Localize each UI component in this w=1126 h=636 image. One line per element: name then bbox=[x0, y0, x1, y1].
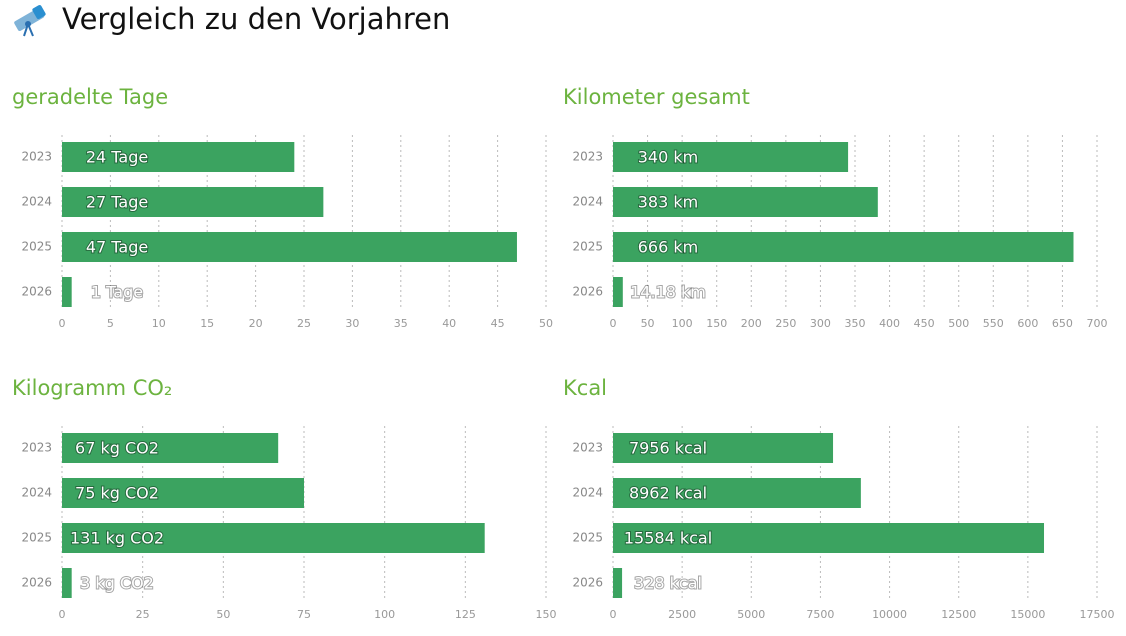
x-tick-label: 17500 bbox=[1080, 608, 1115, 621]
x-tick-label: 400 bbox=[879, 317, 900, 330]
x-tick-label: 35 bbox=[394, 317, 408, 330]
value-label: 383 km bbox=[638, 193, 698, 212]
value-label: 47 Tage bbox=[86, 238, 148, 257]
bar bbox=[613, 142, 849, 172]
bar bbox=[62, 277, 72, 307]
bar bbox=[62, 433, 279, 463]
x-tick-label: 200 bbox=[741, 317, 762, 330]
x-tick-label: 15000 bbox=[1010, 608, 1045, 621]
x-tick-label: 350 bbox=[845, 317, 866, 330]
bar bbox=[613, 277, 623, 307]
x-tick-label: 150 bbox=[706, 317, 727, 330]
x-tick-label: 550 bbox=[983, 317, 1004, 330]
chart-title: Kilometer gesamt bbox=[563, 85, 750, 109]
value-label: 7956 kcal bbox=[629, 439, 707, 458]
x-tick-label: 600 bbox=[1017, 317, 1038, 330]
y-tick-label: 2026 bbox=[572, 576, 603, 590]
y-tick-label: 2025 bbox=[572, 240, 603, 254]
bar bbox=[613, 568, 623, 598]
x-tick-label: 100 bbox=[672, 317, 693, 330]
value-label: 67 kg CO2 bbox=[75, 439, 159, 458]
x-tick-label: 7500 bbox=[806, 608, 834, 621]
bar bbox=[613, 433, 834, 463]
x-tick-label: 250 bbox=[775, 317, 796, 330]
x-tick-label: 25 bbox=[136, 608, 150, 621]
x-tick-label: 5 bbox=[107, 317, 114, 330]
y-tick-label: 2024 bbox=[572, 195, 603, 209]
bar bbox=[613, 232, 1074, 262]
bar bbox=[62, 232, 517, 262]
value-label: 3 kg CO2 bbox=[80, 574, 154, 593]
x-tick-label: 300 bbox=[810, 317, 831, 330]
y-tick-label: 2025 bbox=[21, 240, 52, 254]
x-tick-label: 0 bbox=[59, 317, 66, 330]
x-tick-label: 75 bbox=[297, 608, 311, 621]
bar bbox=[62, 187, 324, 217]
value-label: 75 kg CO2 bbox=[75, 484, 159, 503]
y-tick-label: 2024 bbox=[21, 486, 52, 500]
x-tick-label: 12500 bbox=[941, 608, 976, 621]
value-label: 340 km bbox=[638, 148, 698, 167]
value-label: 24 Tage bbox=[86, 148, 148, 167]
x-tick-label: 50 bbox=[641, 317, 655, 330]
x-tick-label: 40 bbox=[442, 317, 456, 330]
x-tick-label: 150 bbox=[536, 608, 557, 621]
x-tick-label: 450 bbox=[914, 317, 935, 330]
y-tick-label: 2026 bbox=[572, 285, 603, 299]
y-tick-label: 2026 bbox=[21, 285, 52, 299]
x-tick-label: 5000 bbox=[737, 608, 765, 621]
x-tick-label: 20 bbox=[249, 317, 263, 330]
x-tick-label: 125 bbox=[455, 608, 476, 621]
chart-title: Kcal bbox=[563, 376, 607, 400]
x-tick-label: 0 bbox=[610, 317, 617, 330]
y-tick-label: 2023 bbox=[21, 150, 52, 164]
bar bbox=[62, 142, 295, 172]
value-label: 131 kg CO2 bbox=[70, 529, 164, 548]
x-tick-label: 30 bbox=[345, 317, 359, 330]
x-tick-label: 700 bbox=[1087, 317, 1108, 330]
x-tick-label: 2500 bbox=[668, 608, 696, 621]
value-label: 27 Tage bbox=[86, 193, 148, 212]
y-tick-label: 2024 bbox=[572, 486, 603, 500]
value-label: 666 km bbox=[638, 238, 698, 257]
x-tick-label: 0 bbox=[610, 608, 617, 621]
bar bbox=[62, 568, 72, 598]
bar bbox=[613, 478, 861, 508]
bar bbox=[62, 478, 304, 508]
value-label: 328 kcal bbox=[634, 574, 702, 593]
y-tick-label: 2026 bbox=[21, 576, 52, 590]
page-title: Vergleich zu den Vorjahren bbox=[62, 2, 450, 36]
x-tick-label: 100 bbox=[374, 608, 395, 621]
bar bbox=[62, 523, 485, 553]
x-tick-label: 650 bbox=[1052, 317, 1073, 330]
x-tick-label: 10000 bbox=[872, 608, 907, 621]
value-label: 14.18 km bbox=[630, 283, 706, 302]
value-label: 8962 kcal bbox=[629, 484, 707, 503]
x-tick-label: 0 bbox=[59, 608, 66, 621]
y-tick-label: 2025 bbox=[572, 531, 603, 545]
y-tick-label: 2023 bbox=[572, 441, 603, 455]
x-tick-label: 50 bbox=[539, 317, 553, 330]
x-tick-label: 50 bbox=[216, 608, 230, 621]
x-tick-label: 25 bbox=[297, 317, 311, 330]
value-label: 1 Tage bbox=[91, 283, 143, 302]
y-tick-label: 2023 bbox=[572, 150, 603, 164]
y-tick-label: 2023 bbox=[21, 441, 52, 455]
chart-title: geradelte Tage bbox=[12, 85, 168, 109]
x-tick-label: 10 bbox=[152, 317, 166, 330]
x-tick-label: 45 bbox=[491, 317, 505, 330]
y-tick-label: 2025 bbox=[21, 531, 52, 545]
bar bbox=[613, 187, 878, 217]
bar bbox=[613, 523, 1045, 553]
x-tick-label: 500 bbox=[948, 317, 969, 330]
telescope-icon bbox=[14, 5, 46, 37]
value-label: 15584 kcal bbox=[624, 529, 712, 548]
chart-title: Kilogramm CO₂ bbox=[12, 376, 172, 400]
x-tick-label: 15 bbox=[200, 317, 214, 330]
y-tick-label: 2024 bbox=[21, 195, 52, 209]
